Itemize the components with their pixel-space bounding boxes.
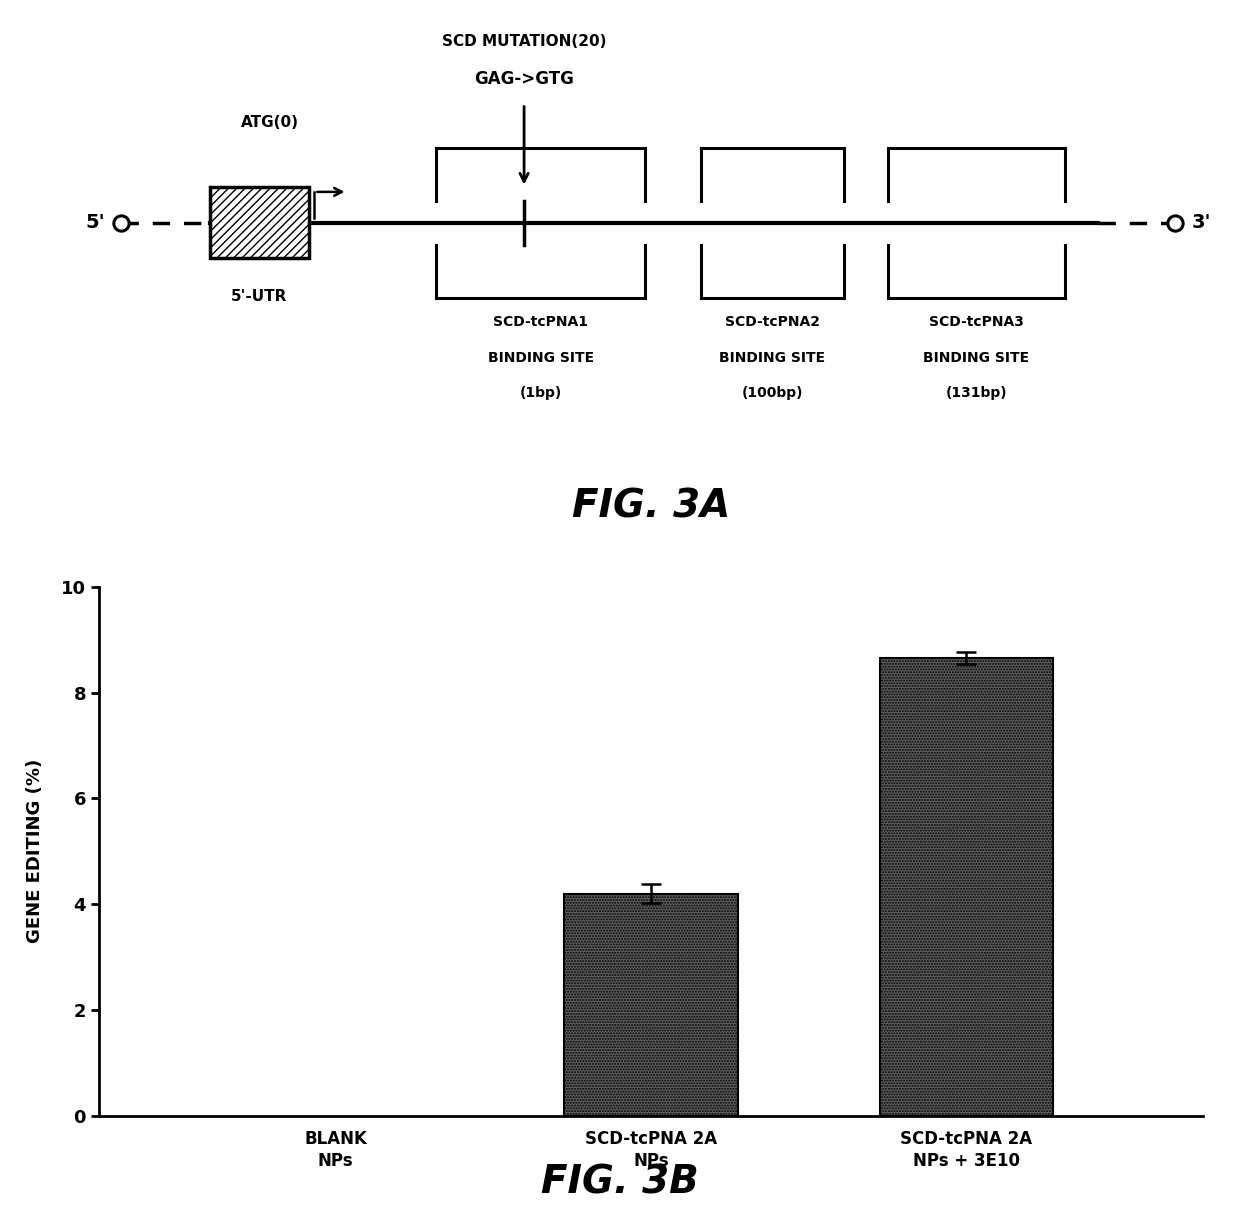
Text: BINDING SITE: BINDING SITE	[487, 351, 594, 365]
Text: FIG. 3A: FIG. 3A	[572, 488, 730, 525]
Text: FIG. 3B: FIG. 3B	[541, 1163, 699, 1202]
Text: SCD MUTATION(20): SCD MUTATION(20)	[441, 34, 606, 49]
Text: 3': 3'	[1192, 213, 1211, 232]
Text: SCD-tcPNA1: SCD-tcPNA1	[494, 315, 588, 330]
Text: BINDING SITE: BINDING SITE	[719, 351, 826, 365]
Text: SCD-tcPNA2: SCD-tcPNA2	[725, 315, 820, 330]
Y-axis label: GENE EDITING (%): GENE EDITING (%)	[26, 759, 45, 944]
Text: 5'-UTR: 5'-UTR	[231, 289, 288, 304]
Bar	[879, 659, 1053, 1116]
Text: (131bp): (131bp)	[946, 386, 1007, 400]
Text: (100bp): (100bp)	[742, 386, 804, 400]
Text: (1bp): (1bp)	[520, 386, 562, 400]
Bar	[210, 188, 309, 258]
Text: ATG(0): ATG(0)	[242, 115, 299, 130]
Text: BINDING SITE: BINDING SITE	[924, 351, 1029, 365]
Text: SCD-tcPNA3: SCD-tcPNA3	[929, 315, 1024, 330]
Text: 5': 5'	[86, 213, 104, 232]
Bar	[564, 894, 738, 1116]
Text: GAG->GTG: GAG->GTG	[474, 70, 574, 89]
